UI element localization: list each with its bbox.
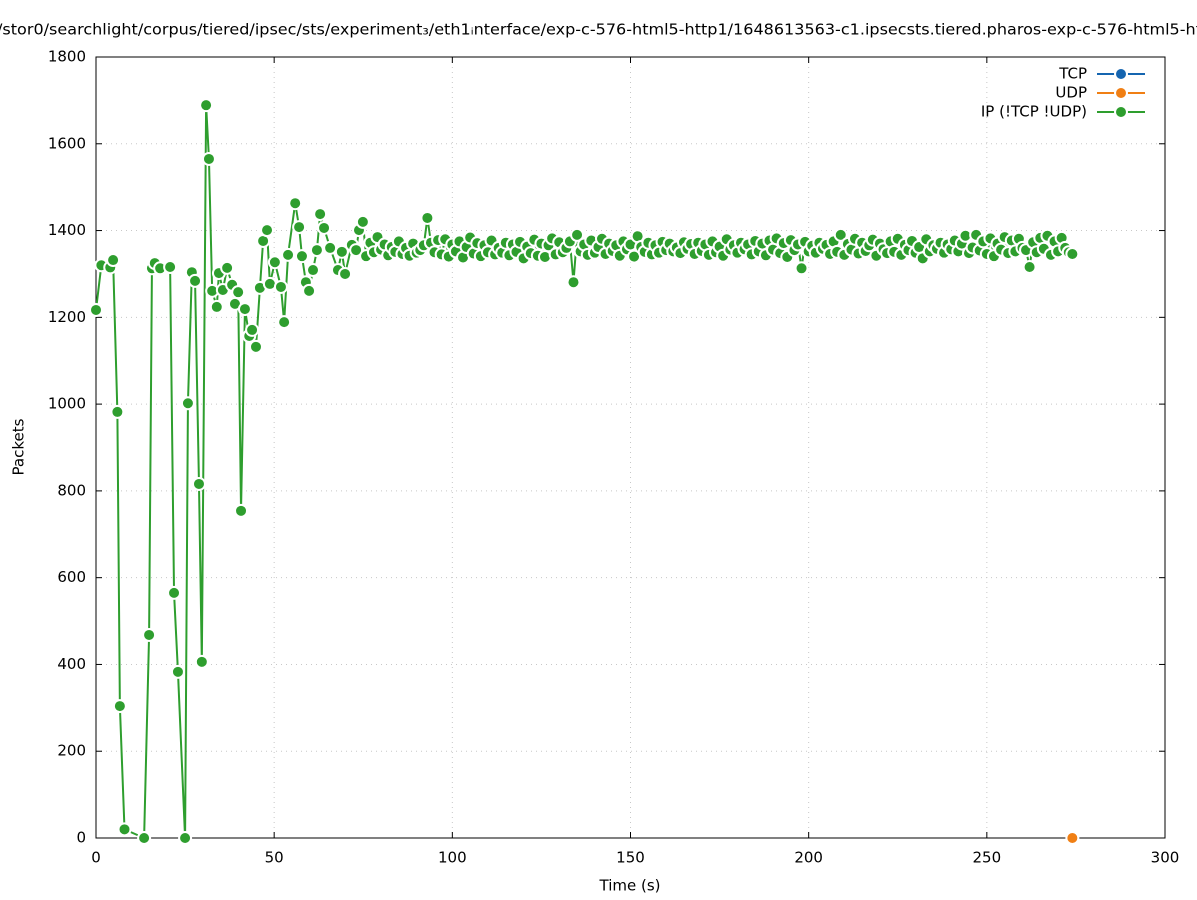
- x-tick-label: 300: [1151, 849, 1180, 867]
- y-axis-label: Packets: [10, 418, 28, 475]
- data-point: [106, 253, 121, 268]
- y-tick-label: 800: [57, 481, 86, 499]
- y-tick-label: 400: [57, 655, 86, 673]
- data-point: [355, 214, 370, 229]
- data-point: [420, 210, 435, 225]
- y-tick-label: 1000: [48, 395, 86, 413]
- series-line: [95, 105, 1073, 840]
- data-point: [566, 275, 581, 290]
- legend-label: IP (!TCP !UDP): [981, 103, 1087, 121]
- data-point: [334, 244, 349, 259]
- data-point: [110, 404, 125, 419]
- data-point: [209, 299, 224, 314]
- legend-label: TCP: [1058, 65, 1087, 83]
- data-point: [245, 322, 260, 337]
- legend-marker: [1114, 105, 1128, 119]
- data-point: [194, 654, 209, 669]
- x-tick-label: 200: [794, 849, 823, 867]
- data-point: [220, 260, 235, 275]
- data-point: [137, 831, 152, 845]
- chart-title: /stor0/searchlight/corpus/tiered/ipsec/s…: [0, 21, 1197, 39]
- y-tick-label: 200: [57, 742, 86, 760]
- data-point: [89, 302, 103, 317]
- data-point: [288, 196, 303, 211]
- data-point: [313, 207, 328, 222]
- data-point: [237, 302, 252, 317]
- data-point: [163, 260, 178, 275]
- data-point: [292, 220, 307, 235]
- legend-label: UDP: [1055, 84, 1087, 102]
- data-point: [833, 227, 848, 242]
- data-point: [112, 699, 127, 714]
- data-point: [1022, 260, 1037, 275]
- data-point: [180, 396, 195, 411]
- data-point: [349, 243, 364, 258]
- data-point: [260, 223, 275, 238]
- x-tick-label: 250: [973, 849, 1002, 867]
- legend-marker: [1114, 67, 1128, 81]
- data-point: [201, 151, 216, 166]
- data-point: [302, 283, 317, 298]
- y-tick-label: 1400: [48, 221, 86, 239]
- data-point: [309, 243, 324, 258]
- x-tick-label: 0: [91, 849, 101, 867]
- y-tick-label: 600: [57, 568, 86, 586]
- data-point: [142, 627, 157, 642]
- data-point: [248, 339, 263, 354]
- data-point: [1065, 246, 1080, 261]
- data-point: [281, 247, 296, 262]
- data-point: [1065, 831, 1080, 845]
- data-point: [338, 266, 353, 281]
- data-point: [170, 664, 185, 679]
- y-tick-label: 0: [76, 829, 86, 847]
- plot-frame: [95, 56, 1166, 839]
- data-point: [273, 279, 288, 294]
- data-point: [323, 240, 338, 255]
- data-point: [234, 503, 249, 518]
- data-point: [231, 285, 246, 300]
- x-tick-label: 100: [438, 849, 467, 867]
- data-point: [294, 249, 309, 264]
- legend-marker: [1114, 86, 1128, 100]
- data-point: [167, 585, 182, 600]
- x-tick-label: 50: [265, 849, 284, 867]
- y-tick-label: 1600: [48, 134, 86, 152]
- data-point: [277, 315, 292, 330]
- y-tick-label: 1800: [48, 48, 86, 66]
- data-point: [178, 831, 193, 845]
- x-tick-label: 150: [616, 849, 645, 867]
- data-point: [191, 476, 206, 491]
- data-point: [570, 227, 585, 242]
- data-point: [188, 273, 203, 288]
- data-point: [267, 255, 282, 270]
- data-point: [306, 263, 321, 278]
- y-tick-label: 1200: [48, 308, 86, 326]
- data-point: [199, 98, 214, 113]
- data-point: [117, 822, 132, 837]
- data-point: [317, 220, 332, 235]
- data-point: [794, 261, 809, 276]
- x-axis-label: Time (s): [599, 877, 661, 895]
